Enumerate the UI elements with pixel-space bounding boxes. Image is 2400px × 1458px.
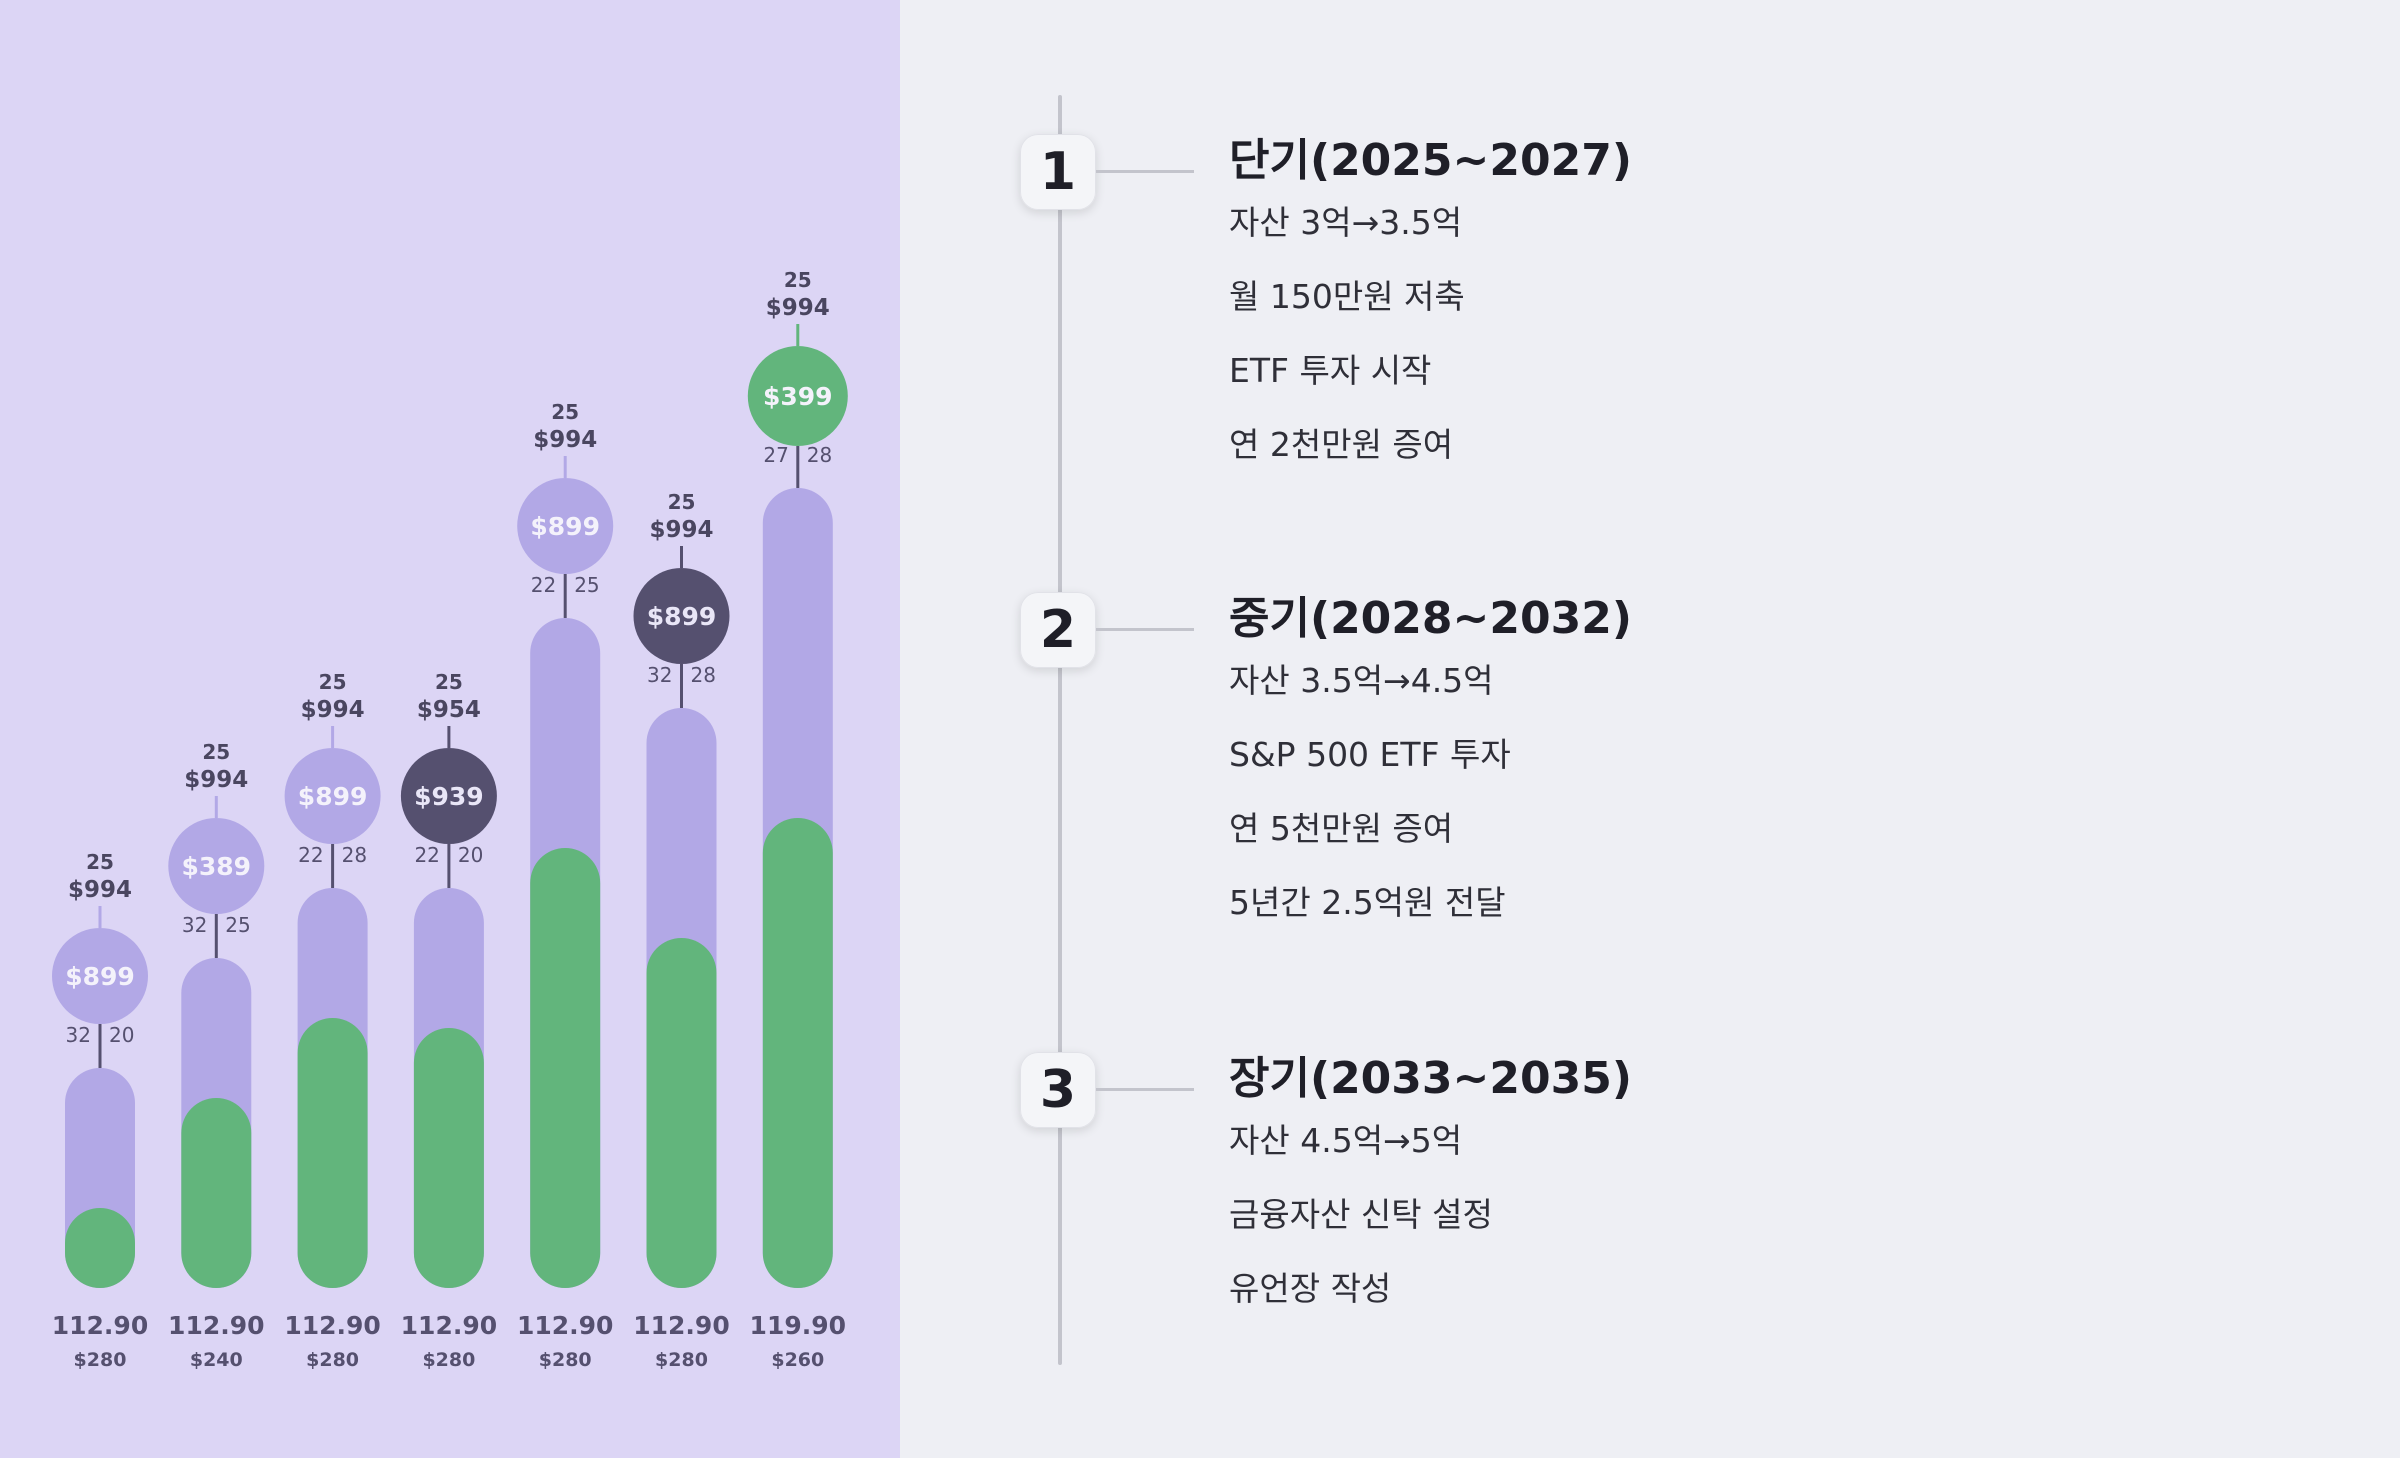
step-item: 연 2천만원 증여: [1229, 425, 1454, 464]
split-left-label: 32: [647, 663, 672, 687]
bar-chart: 32 20 $899 $994 25 112.90 $280 32 25 $389 $994 25 11…: [52, 268, 848, 1371]
top-price-label: $994: [649, 517, 713, 543]
step-title: 중기(2028~2032): [1229, 593, 1632, 644]
value-bubble: [52, 928, 148, 1024]
category-sub-label: $280: [539, 1349, 592, 1371]
split-left-label: 22: [298, 843, 323, 867]
top-code-label: 25: [784, 268, 812, 292]
split-right-label: 28: [807, 443, 832, 467]
value-bubble: [633, 568, 730, 664]
top-code-label: 25: [202, 740, 230, 764]
split-right-label: 25: [225, 913, 250, 937]
value-bubble: [168, 818, 265, 914]
top-price-label: $994: [184, 767, 248, 793]
step-connector: [1096, 628, 1194, 631]
bar-lower-segment: [181, 1098, 252, 1288]
step-item: ETF 투자 시작: [1229, 351, 1432, 390]
category-label: 112.90: [52, 1311, 148, 1340]
category-label: 112.90: [401, 1311, 497, 1340]
step-item: S&P 500 ETF 투자: [1229, 735, 1511, 774]
top-code-label: 25: [86, 850, 114, 874]
step-number-badge: 3: [1020, 1052, 1096, 1128]
category-sub-label: $240: [190, 1349, 243, 1371]
step-number-badge: 2: [1020, 592, 1096, 668]
category-sub-label: $260: [771, 1349, 824, 1371]
bar-lower-segment: [530, 848, 601, 1288]
value-bubble: [517, 478, 614, 574]
step-item: 금융자산 신탁 설정: [1229, 1195, 1493, 1234]
split-left-label: 22: [414, 843, 439, 867]
top-price-label: $994: [533, 427, 597, 453]
category-sub-label: $280: [306, 1349, 359, 1371]
bar-lower-segment: [297, 1018, 368, 1288]
split-left-label: 27: [763, 443, 788, 467]
step-number-badge: 1: [1020, 134, 1096, 210]
bar-lower-segment: [646, 938, 717, 1288]
category-label: 112.90: [168, 1311, 264, 1340]
category-sub-label: $280: [422, 1349, 475, 1371]
category-label: 112.90: [517, 1311, 613, 1340]
split-right-label: 20: [109, 1023, 134, 1047]
step-item-list: 자산 3.5억→4.5억 S&P 500 ETF 투자 연 5천만원 증여 5년…: [1229, 660, 1511, 956]
split-left-label: 32: [66, 1023, 91, 1047]
step-item: 자산 3억→3.5억: [1229, 203, 1463, 242]
step-item: 자산 3.5억→4.5억: [1229, 661, 1494, 700]
bubble-value-label: $899: [65, 962, 135, 991]
category-sub-label: $280: [74, 1349, 127, 1371]
split-right-label: 25: [574, 573, 599, 597]
step-item: 연 5천만원 증여: [1229, 809, 1454, 848]
category-label: 112.90: [284, 1311, 380, 1340]
top-code-label: 25: [668, 490, 696, 514]
step-connector: [1096, 1088, 1194, 1091]
step-connector: [1096, 170, 1194, 173]
bubble-value-label: $399: [763, 382, 833, 411]
timeline-axis: [1058, 95, 1062, 1365]
step-title: 단기(2025~2027): [1229, 135, 1632, 186]
chart-panel: 32 20 $899 $994 25 112.90 $280 32 25 $389 $994 25 11…: [0, 0, 900, 1458]
bar-lower-segment: [762, 818, 833, 1288]
timeline-panel: 1 단기(2025~2027) 자산 3억→3.5억 월 150만원 저축 ET…: [900, 0, 2400, 1458]
top-price-label: $994: [301, 697, 365, 723]
top-price-label: $954: [417, 697, 481, 723]
bubble-value-label: $939: [414, 782, 484, 811]
category-label: 119.90: [750, 1311, 846, 1340]
step-item: 자산 4.5억→5억: [1229, 1121, 1463, 1160]
step-item: 유언장 작성: [1229, 1269, 1392, 1308]
step-item: 월 150만원 저축: [1229, 277, 1465, 316]
bar-lower-segment: [65, 1208, 135, 1288]
top-code-label: 25: [435, 670, 463, 694]
bubble-value-label: $899: [647, 602, 717, 631]
top-price-label: $994: [68, 877, 132, 903]
category-sub-label: $280: [655, 1349, 708, 1371]
split-right-label: 20: [458, 843, 483, 867]
bubble-value-label: $899: [530, 512, 600, 541]
split-left-label: 32: [182, 913, 207, 937]
step-item-list: 자산 3억→3.5억 월 150만원 저축 ETF 투자 시작 연 2천만원 증…: [1229, 202, 1465, 498]
bubble-value-label: $389: [182, 852, 252, 881]
split-right-label: 28: [691, 663, 716, 687]
value-bubble: [284, 748, 381, 844]
step-item-list: 자산 4.5억→5억 금융자산 신탁 설정 유언장 작성: [1229, 1120, 1493, 1342]
step-item: 5년간 2.5억원 전달: [1229, 883, 1506, 922]
top-code-label: 25: [551, 400, 579, 424]
category-label: 112.90: [633, 1311, 729, 1340]
bubble-value-label: $899: [298, 782, 368, 811]
split-right-label: 28: [342, 843, 367, 867]
value-bubble: [400, 748, 497, 844]
top-price-label: $994: [766, 295, 830, 321]
value-bubble: [747, 346, 848, 446]
split-left-label: 22: [531, 573, 556, 597]
bar-lower-segment: [413, 1028, 484, 1288]
step-title: 장기(2033~2035): [1229, 1053, 1632, 1104]
top-code-label: 25: [319, 670, 347, 694]
